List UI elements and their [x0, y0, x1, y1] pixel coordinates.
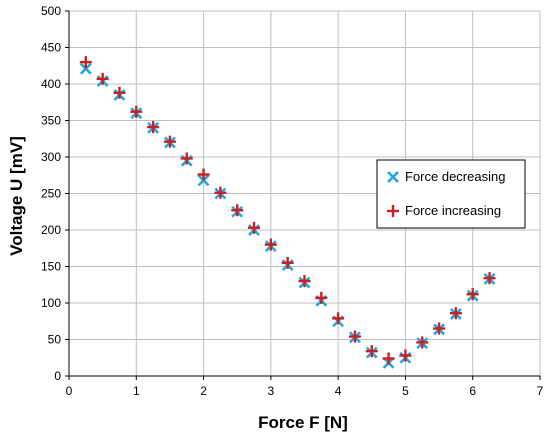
- data-point-force-increasing: [315, 291, 328, 304]
- data-point-force-increasing: [281, 256, 294, 269]
- x-tick-label: 0: [66, 384, 73, 398]
- data-point-force-increasing: [332, 312, 345, 325]
- data-point-force-increasing: [214, 186, 227, 199]
- x-tick-label: 5: [402, 384, 409, 398]
- marker-stroke: [387, 171, 399, 183]
- y-tick-label: 400: [41, 77, 61, 91]
- legend: Force decreasing Force increasing: [376, 159, 526, 229]
- data-point-force-increasing: [382, 352, 395, 365]
- axes: [65, 10, 541, 380]
- x-tick-label: 6: [469, 384, 476, 398]
- y-tick-label: 150: [41, 260, 61, 274]
- x-tick-label: 2: [200, 384, 207, 398]
- data-point-force-increasing: [365, 345, 378, 358]
- data-point-force-increasing: [466, 288, 479, 301]
- legend-label-force-increasing: Force increasing: [405, 203, 501, 218]
- y-tick-label: 300: [41, 150, 61, 164]
- data-point-force-increasing: [197, 168, 210, 181]
- legend-box: [376, 159, 526, 229]
- data-point-force-increasing: [264, 238, 277, 251]
- y-axis-title: Voltage U [mV]: [7, 136, 26, 256]
- y-tick-label: 0: [54, 369, 61, 383]
- tick-labels: 0 1 2 3 4 5 6 7 0 50 100 150 200 250 300 350 400 450 500: [41, 4, 544, 398]
- data-point-force-increasing: [399, 349, 412, 362]
- series-force-increasing: [79, 56, 496, 365]
- data-point-force-increasing: [147, 121, 160, 134]
- data-point-force-increasing: [416, 336, 429, 349]
- data-points: [79, 56, 496, 369]
- x-axis-title: Force F [N]: [258, 413, 348, 432]
- y-tick-label: 50: [48, 333, 62, 347]
- x-tick-label: 1: [133, 384, 140, 398]
- legend-marker-force-decreasing: [387, 171, 399, 183]
- data-point-force-increasing: [130, 105, 143, 118]
- y-tick-label: 200: [41, 223, 61, 237]
- x-tick-label: 3: [268, 384, 275, 398]
- y-tick-label: 500: [41, 4, 61, 18]
- x-tick-label: 7: [537, 384, 544, 398]
- data-point-force-increasing: [433, 322, 446, 335]
- x-tick-label: 4: [335, 384, 342, 398]
- data-point-force-increasing: [298, 275, 311, 288]
- y-tick-label: 100: [41, 296, 61, 310]
- legend-marker-force-increasing: [387, 205, 399, 217]
- data-point-force-increasing: [163, 135, 176, 148]
- legend-label-force-decreasing: Force decreasing: [405, 169, 505, 184]
- data-point-force-increasing: [449, 307, 462, 320]
- data-point-force-decreasing: [79, 62, 92, 75]
- data-point-force-increasing: [248, 221, 261, 234]
- marker-stroke: [79, 62, 92, 75]
- legend-marker-plus: [387, 205, 399, 217]
- data-point-force-increasing: [348, 330, 361, 343]
- data-point-force-increasing: [96, 72, 109, 85]
- data-point-force-increasing: [231, 204, 244, 217]
- data-point-force-increasing: [79, 56, 92, 69]
- y-tick-label: 350: [41, 114, 61, 128]
- legend-marker-x: [387, 171, 399, 183]
- y-tick-label: 250: [41, 187, 61, 201]
- y-tick-label: 450: [41, 41, 61, 55]
- data-point-force-increasing: [113, 86, 126, 99]
- data-point-force-increasing: [483, 272, 496, 285]
- data-point-force-increasing: [180, 152, 193, 165]
